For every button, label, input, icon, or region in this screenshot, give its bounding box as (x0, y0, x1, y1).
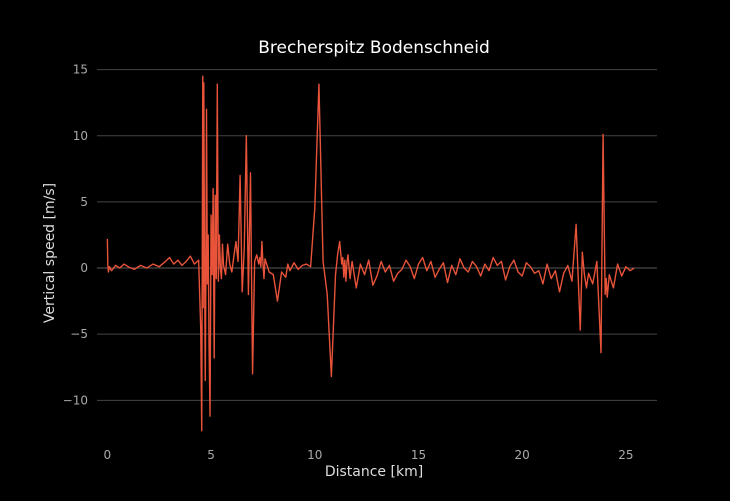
y-tick-label: −5 (70, 327, 88, 341)
y-axis-label: Vertical speed [m/s] (42, 183, 58, 323)
x-axis-label: Distance [km] (325, 464, 423, 480)
x-tick-label: 15 (411, 448, 426, 462)
series-layer (106, 75, 635, 432)
x-tick-label: 0 (104, 448, 112, 462)
chart-title: Brecherspitz Bodenschneid (258, 38, 489, 58)
x-tick-label: 25 (618, 448, 633, 462)
tick-layer: 15 10 5 0 −5 −10 0 5 10 15 20 25 (63, 63, 634, 462)
y-tick-label: −10 (63, 393, 88, 407)
series-line (106, 75, 635, 432)
y-tick-label: 10 (73, 129, 88, 143)
y-tick-label: 0 (80, 261, 88, 275)
y-tick-label: 15 (73, 63, 88, 77)
x-tick-label: 10 (307, 448, 322, 462)
x-tick-label: 5 (207, 448, 215, 462)
x-tick-label: 20 (515, 448, 530, 462)
grid-layer (97, 69, 657, 401)
y-tick-label: 5 (80, 195, 88, 209)
